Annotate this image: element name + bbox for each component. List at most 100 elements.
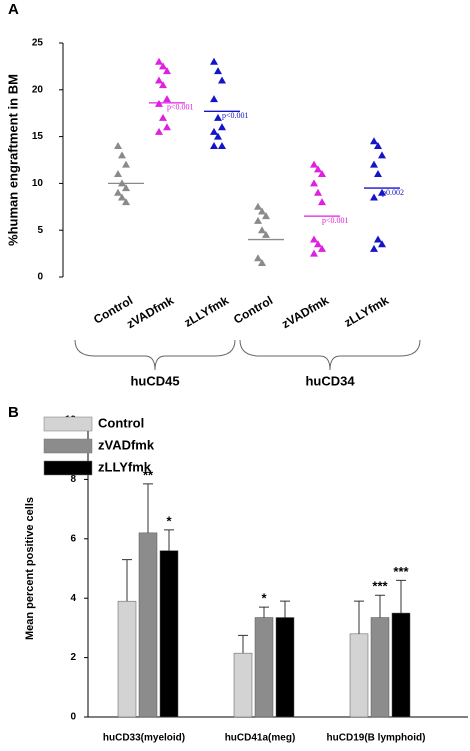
data-point [159, 81, 167, 89]
legend-swatch [43, 438, 93, 454]
group-brace [74, 339, 236, 371]
data-point [262, 230, 270, 238]
error-bar [375, 594, 385, 618]
data-point [370, 193, 378, 201]
data-point [214, 113, 222, 121]
data-point [214, 67, 222, 75]
x-tick-label: Control [231, 293, 275, 326]
data-point [310, 179, 318, 187]
data-point [254, 202, 262, 210]
significance-label: *** [393, 564, 409, 579]
data-point [159, 113, 167, 121]
error-bar [280, 600, 290, 618]
p-value-label: p0.002 [382, 188, 404, 197]
x-tick-label: huCD33(myeloid) [103, 733, 185, 744]
data-point [370, 160, 378, 168]
bar [370, 617, 390, 718]
y-tick-label: 8 [70, 474, 76, 485]
p-value-label: p<0.001 [322, 216, 349, 225]
y-tick-label: 15 [32, 131, 44, 142]
group-label: huCD34 [305, 373, 355, 388]
data-point [210, 141, 218, 149]
data-point [258, 207, 266, 215]
bar [275, 617, 295, 718]
y-tick-label: 5 [37, 225, 43, 236]
data-point [378, 151, 386, 159]
panel-label: B [8, 404, 19, 421]
data-point [163, 123, 171, 131]
data-point [118, 193, 126, 201]
bar [138, 532, 158, 718]
y-tick-label: 10 [32, 178, 44, 189]
data-point [155, 57, 163, 65]
legend-label: zVADfmk [98, 437, 155, 452]
x-tick-label: zVADfmk [124, 293, 176, 331]
y-tick-label: 20 [32, 84, 44, 95]
panel-label: A [8, 1, 19, 18]
significance-label: *** [372, 579, 388, 594]
data-point [370, 137, 378, 145]
x-tick-label: zVADfmk [279, 293, 331, 331]
data-point [114, 141, 122, 149]
legend-label: Control [98, 415, 144, 430]
bar [391, 612, 411, 718]
error-bar [164, 529, 174, 551]
y-axis-label: Mean percent positive cells [24, 497, 36, 640]
y-tick-label: 25 [32, 38, 44, 49]
data-point [118, 151, 126, 159]
data-point [310, 249, 318, 257]
p-value-label: p<0.001 [167, 103, 194, 112]
data-point [310, 235, 318, 243]
data-point [310, 160, 318, 168]
x-tick-label: zLLYfmk [342, 293, 392, 330]
data-point [314, 165, 322, 173]
data-point [378, 240, 386, 248]
data-point [163, 95, 171, 103]
data-point [163, 67, 171, 75]
data-point [318, 244, 326, 252]
x-tick-label: huCD19(B lymphoid) [327, 733, 426, 744]
error-bar [238, 634, 248, 654]
data-point [370, 244, 378, 252]
error-bar [259, 606, 269, 618]
data-point [122, 184, 130, 192]
group-brace [239, 339, 421, 371]
data-point [155, 76, 163, 84]
legend-swatch [43, 460, 93, 476]
data-point [258, 258, 266, 266]
legend-label: zLLYfmk [98, 459, 152, 474]
x-tick-label: zLLYfmk [182, 293, 232, 330]
bar [233, 652, 253, 718]
data-point [210, 95, 218, 103]
y-tick-label: 2 [70, 652, 76, 663]
data-point [318, 170, 326, 178]
data-point [114, 188, 122, 196]
legend-swatch [43, 416, 93, 432]
data-point [314, 188, 322, 196]
data-point [122, 160, 130, 168]
data-point [218, 123, 226, 131]
y-axis-label: %human engraftment in BM [5, 74, 20, 246]
data-point [114, 170, 122, 178]
significance-label: ** [143, 467, 154, 482]
y-tick-label: 0 [37, 272, 43, 283]
bar [117, 600, 137, 718]
error-bar [396, 579, 406, 614]
bar [159, 550, 179, 718]
x-tick-label: huCD41a(meg) [225, 733, 296, 744]
significance-label: * [261, 591, 267, 606]
bar [349, 633, 369, 718]
error-bar [354, 600, 364, 634]
data-point [374, 170, 382, 178]
data-point [374, 141, 382, 149]
data-point [318, 198, 326, 206]
bar [254, 617, 274, 718]
data-point [159, 62, 167, 70]
data-point [262, 212, 270, 220]
data-point [210, 57, 218, 65]
y-tick-label: 0 [70, 712, 76, 723]
error-bar [143, 483, 153, 533]
data-point [314, 240, 322, 248]
data-point [122, 198, 130, 206]
